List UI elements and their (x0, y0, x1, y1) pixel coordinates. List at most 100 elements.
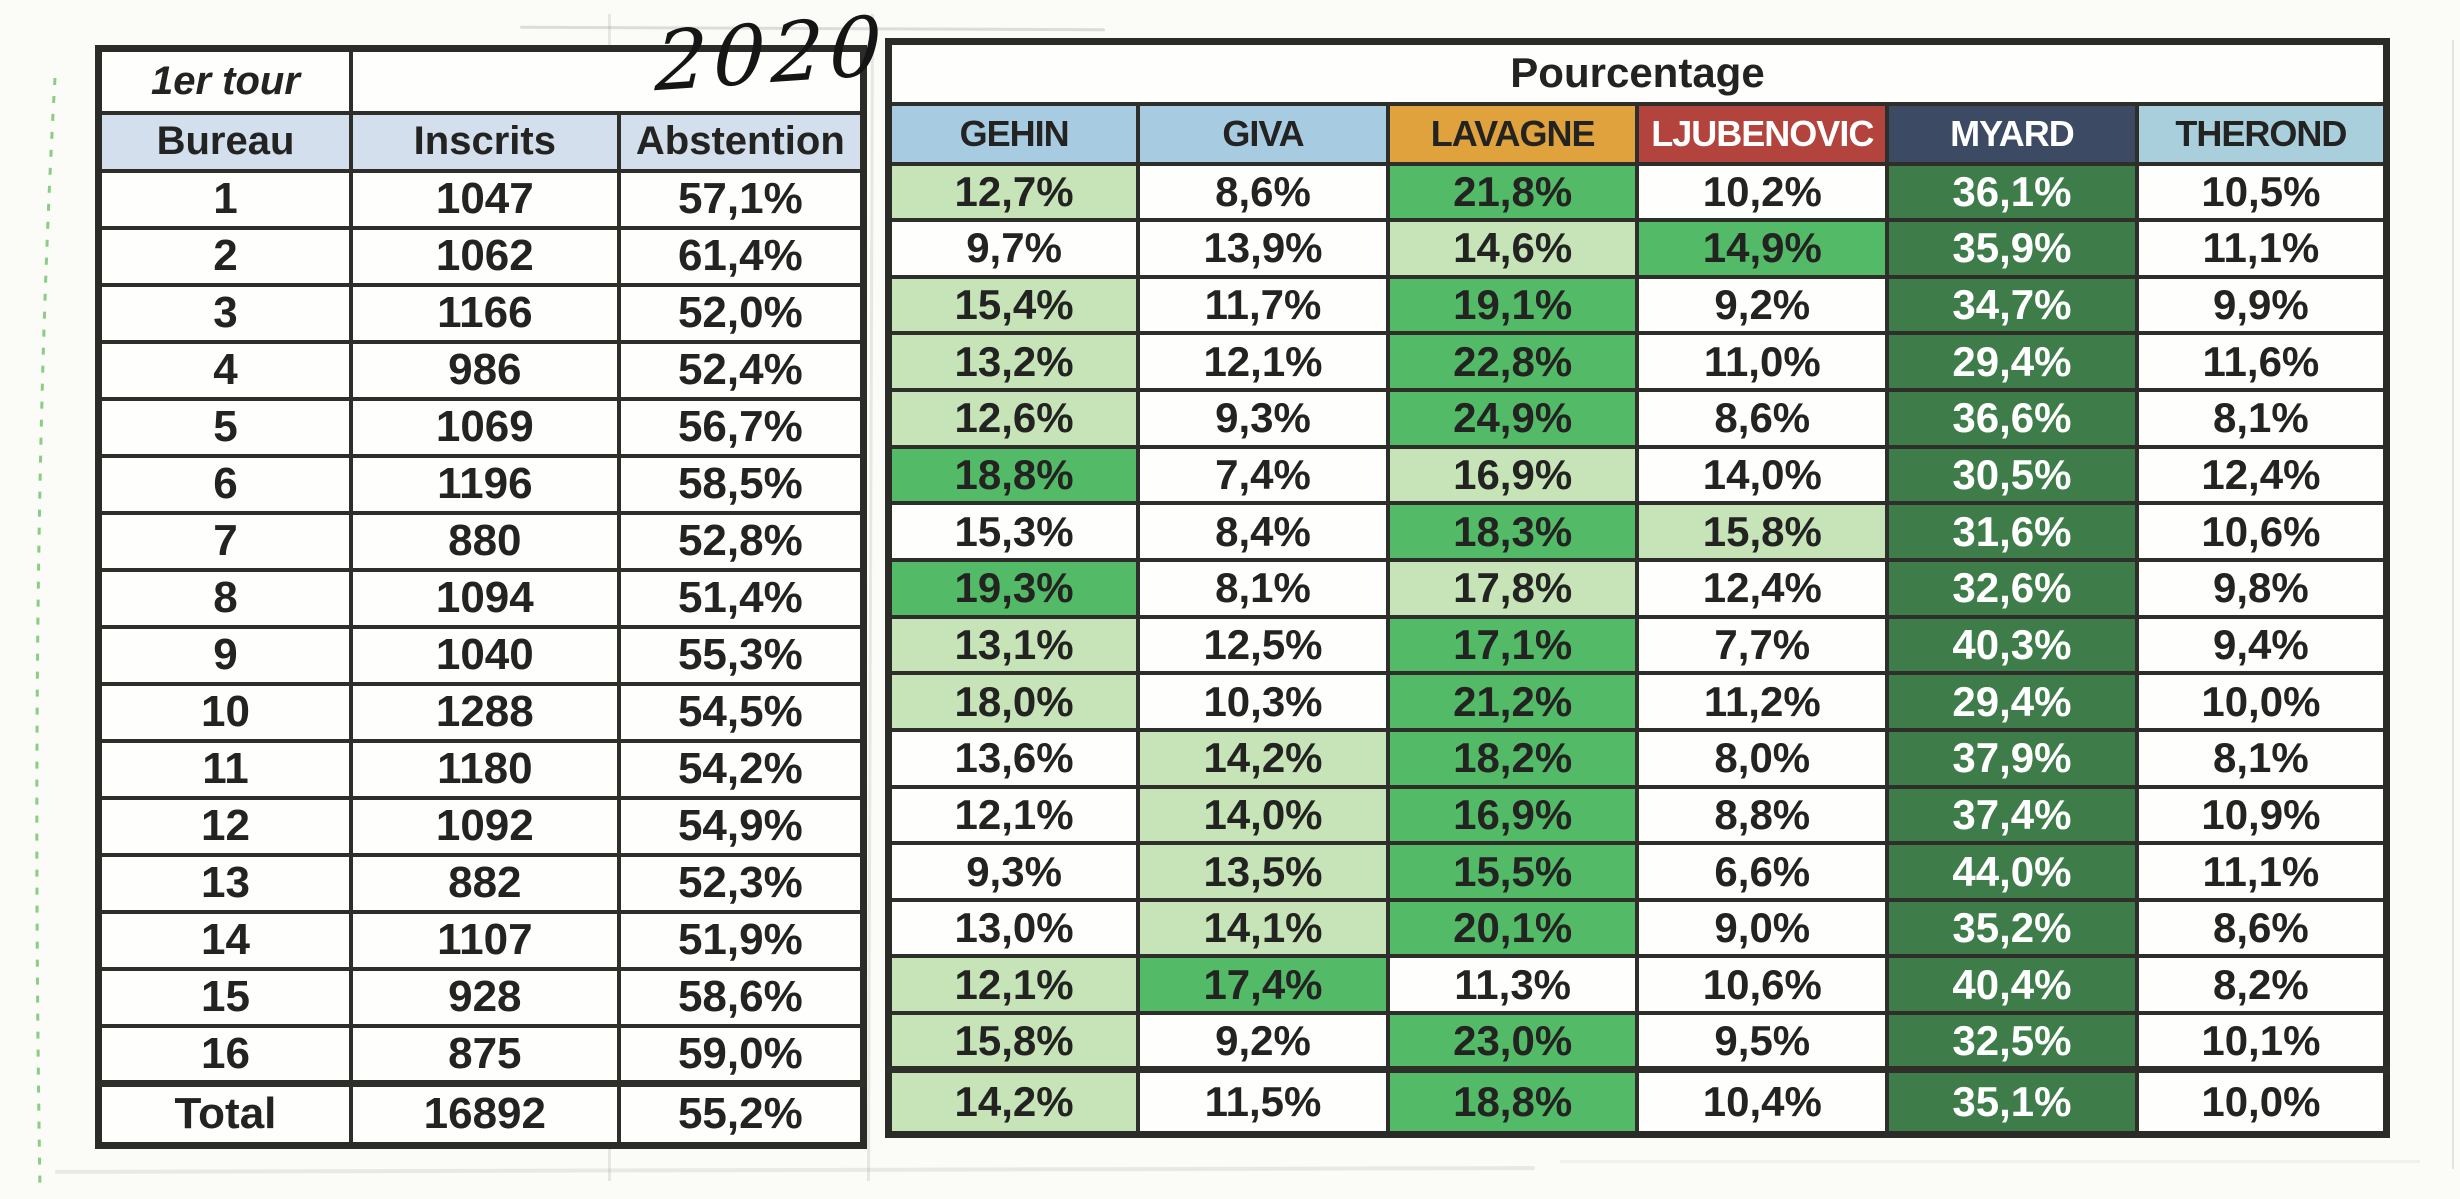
ljubenovic-value-cell: 12,4% (1635, 557, 1890, 619)
gehin-value-cell: 13,1% (886, 614, 1141, 676)
giva-value-cell: 8,1% (1136, 557, 1390, 619)
lavagne-value-cell: 18,3% (1385, 501, 1640, 562)
round-year-row: 1er tour (96, 46, 866, 115)
inscrits-cell: 1062 (348, 225, 621, 287)
therond-value-cell: 10,5% (2134, 161, 2389, 223)
myard-value-cell: 30,5% (1885, 444, 2139, 506)
ljubenovic-value-cell: 11,2% (1635, 671, 1890, 732)
percentage-row: 12,6% 9,3% 24,9% 8,6% 36,6% 8,1% (886, 388, 2389, 449)
ljubenovic-value-cell: 14,9% (1635, 218, 1890, 279)
abstention-cell: 52,8% (616, 510, 866, 572)
giva-value-cell: 17,4% (1136, 954, 1390, 1016)
candidate-header-myard: MYARD (1885, 101, 2139, 166)
left-table-row: 15 928 58,6% (96, 966, 866, 1028)
percentage-row: 15,3% 8,4% 18,3% 15,8% 31,6% 10,6% (886, 501, 2389, 562)
percentage-row: 18,0% 10,3% 21,2% 11,2% 29,4% 10,0% (886, 671, 2389, 732)
giva-value-cell: 12,5% (1136, 614, 1390, 676)
bureau-cell: 2 (96, 225, 353, 287)
therond-value-cell: 8,1% (2134, 727, 2389, 789)
inscrits-cell: 1180 (348, 738, 621, 800)
left-table-row: 1 1047 57,1% (96, 168, 866, 230)
inscrits-cell: 1092 (348, 795, 621, 857)
giva-value-cell: 10,3% (1136, 671, 1390, 732)
giva-value-cell: 11,7% (1136, 274, 1390, 336)
scan-edge-line (2452, 40, 2454, 1169)
percentage-title: Pourcentage (886, 39, 2389, 106)
gehin-value-cell: 9,3% (886, 841, 1141, 902)
myard-value-cell: 34,7% (1885, 274, 2139, 336)
candidate-header-giva: GIVA (1136, 101, 1390, 166)
myard-value-cell: 40,4% (1885, 954, 2139, 1016)
gehin-value-cell: 12,1% (886, 954, 1141, 1016)
bureau-cell: 9 (96, 624, 353, 686)
bureau-cell: 3 (96, 282, 353, 344)
abstention-cell: 51,4% (616, 567, 866, 629)
lavagne-value-cell: 15,5% (1385, 841, 1640, 902)
left-table-row: 7 880 52,8% (96, 510, 866, 572)
percentage-row: 15,4% 11,7% 19,1% 9,2% 34,7% 9,9% (886, 274, 2389, 336)
inscrits-cell: 986 (348, 339, 621, 401)
scan-artifact-green-line (35, 77, 57, 1191)
gehin-value-cell: 15,8% (886, 1011, 1141, 1072)
therond-value-cell: 11,6% (2134, 331, 2389, 393)
left-table-row: 2 1062 61,4% (96, 225, 866, 287)
ljubenovic-value-cell: 6,6% (1635, 841, 1890, 902)
left-table-row: 5 1069 56,7% (96, 396, 866, 458)
percentage-row: 9,3% 13,5% 15,5% 6,6% 44,0% 11,1% (886, 841, 2389, 902)
col-header-inscrits: Inscrits (348, 110, 621, 173)
therond-value-cell: 10,9% (2134, 784, 2389, 846)
left-table-row: 4 986 52,4% (96, 339, 866, 401)
myard-value-cell: 32,6% (1885, 557, 2139, 619)
lavagne-value-cell: 17,1% (1385, 614, 1640, 676)
left-table-row: 6 1196 58,5% (96, 453, 866, 515)
therond-value-cell: 11,1% (2134, 218, 2389, 279)
myard-value-cell: 35,2% (1885, 897, 2139, 959)
inscrits-cell: 1069 (348, 396, 621, 458)
percentage-row: 13,6% 14,2% 18,2% 8,0% 37,9% 8,1% (886, 727, 2389, 789)
inscrits-cell: 1047 (348, 168, 621, 230)
col-header-bureau: Bureau (96, 110, 353, 173)
candidate-header-gehin: GEHIN (886, 101, 1141, 166)
inscrits-cell: 1196 (348, 453, 621, 515)
bureau-cell: 11 (96, 738, 353, 800)
ljubenovic-value-cell: 9,2% (1635, 274, 1890, 336)
percentage-row: 12,1% 14,0% 16,9% 8,8% 37,4% 10,9% (886, 784, 2389, 846)
abstention-cell: 52,4% (616, 339, 866, 401)
left-table-row: 3 1166 52,0% (96, 282, 866, 344)
abstention-cell: 61,4% (616, 225, 866, 287)
candidate-header-row: GEHIN GIVA LAVAGNE LJUBENOVIC MYARD THEROND (886, 101, 2389, 166)
inscrits-cell: 875 (348, 1023, 621, 1085)
giva-value-cell: 8,4% (1136, 501, 1390, 562)
giva-value-cell: 8,6% (1136, 161, 1390, 223)
ljubenovic-value-cell: 15,8% (1635, 501, 1890, 562)
left-total-row: Total 16892 55,2% (96, 1079, 866, 1147)
inscrits-cell: 880 (348, 510, 621, 572)
abstention-cell: 51,9% (616, 909, 866, 971)
lavagne-value-cell: 19,1% (1385, 274, 1640, 336)
therond-value-cell: 11,1% (2134, 841, 2389, 902)
abstention-cell: 52,0% (616, 282, 866, 344)
abstention-cell: 55,3% (616, 624, 866, 686)
left-table-row: 14 1107 51,9% (96, 909, 866, 971)
ljubenovic-value-cell: 8,8% (1635, 784, 1890, 846)
ljubenovic-value-cell: 7,7% (1635, 614, 1890, 676)
left-table-row: 8 1094 51,4% (96, 567, 866, 629)
ljubenovic-value-cell: 11,0% (1635, 331, 1890, 393)
inscrits-cell: 1094 (348, 567, 621, 629)
left-table-body: 1 1047 57,1% 2 1062 61,4% 3 1166 52,0% 4 986 52,4% 5… (96, 168, 866, 1147)
bureau-cell: 8 (96, 567, 353, 629)
therond-value-cell: 9,4% (2134, 614, 2389, 676)
bureau-cell: 16 (96, 1023, 353, 1085)
left-header-row: Bureau Inscrits Abstention (96, 110, 866, 173)
bureau-cell: 7 (96, 510, 353, 572)
abstention-cell: 54,2% (616, 738, 866, 800)
gehin-value-cell: 18,8% (886, 444, 1141, 506)
candidate-header-lavagne: LAVAGNE (1385, 101, 1640, 166)
abstention-cell: 59,0% (616, 1023, 866, 1085)
myard-value-cell: 31,6% (1885, 501, 2139, 562)
bureau-cell: 12 (96, 795, 353, 857)
ljubenovic-value-cell: 14,0% (1635, 444, 1890, 506)
therond-value-cell: 9,8% (2134, 557, 2389, 619)
bureau-cell: 1 (96, 168, 353, 230)
